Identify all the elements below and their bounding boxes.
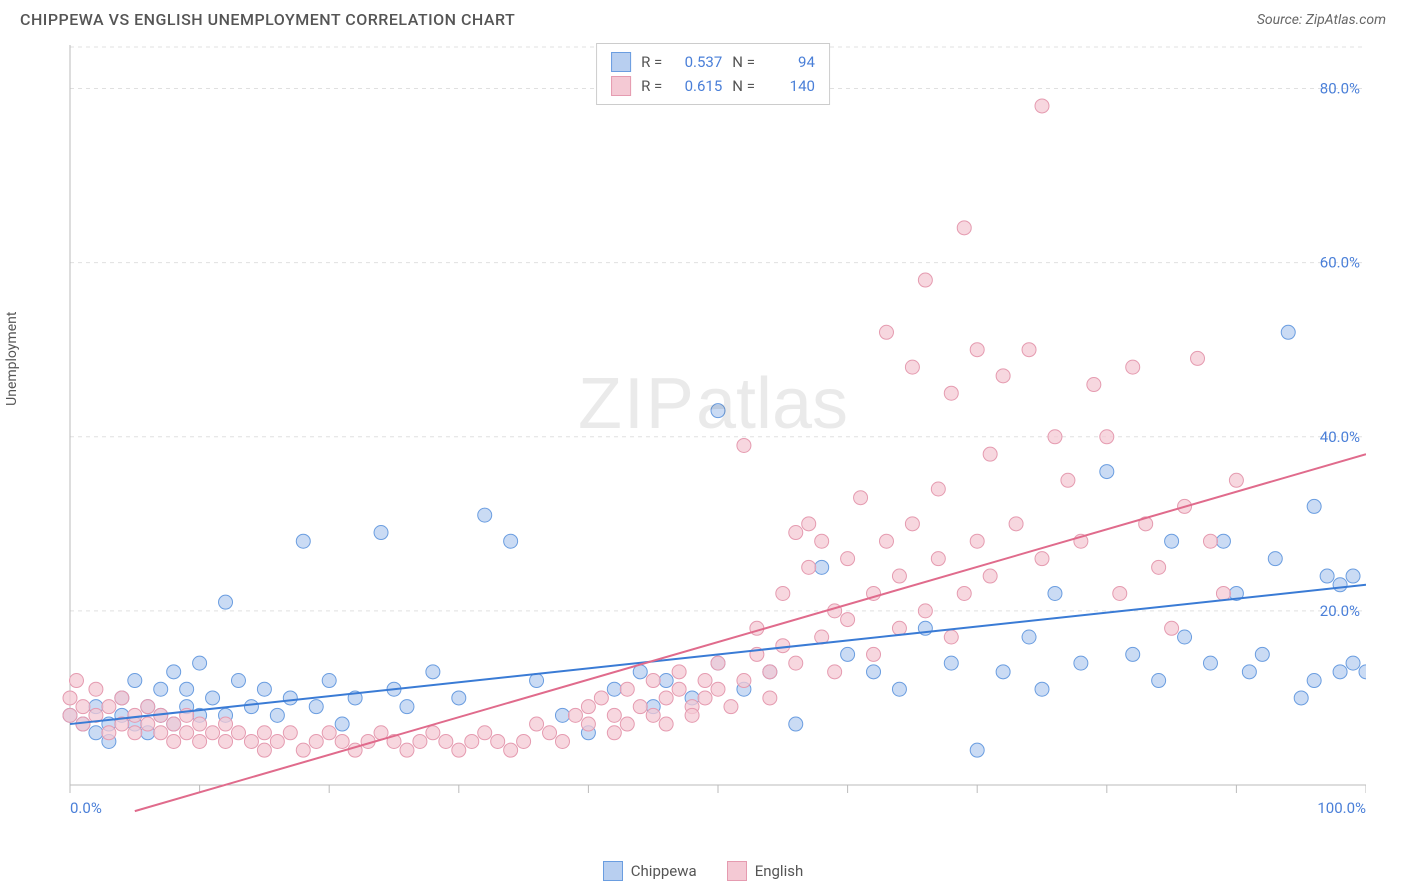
r-value-english: 0.615 xyxy=(672,74,722,98)
swatch-chippewa xyxy=(611,52,631,72)
y-axis-label: Unemployment xyxy=(4,312,20,406)
n-value-chippewa: 94 xyxy=(765,50,815,74)
svg-text:60.0%: 60.0% xyxy=(1320,254,1360,272)
chart-container: Unemployment 0.0%100.0%20.0%40.0%60.0%80… xyxy=(40,35,1386,855)
legend-item-chippewa: Chippewa xyxy=(603,861,697,881)
n-label: N = xyxy=(732,74,755,98)
legend-item-english: English xyxy=(727,861,804,881)
svg-text:20.0%: 20.0% xyxy=(1320,602,1360,620)
legend-label-chippewa: Chippewa xyxy=(631,862,697,880)
stats-row-english: R = 0.615 N = 140 xyxy=(611,74,815,98)
r-label: R = xyxy=(641,74,662,98)
n-value-english: 140 xyxy=(765,74,815,98)
stats-legend-box: R = 0.537 N = 94 R = 0.615 N = 140 xyxy=(596,43,830,105)
swatch-english-footer xyxy=(727,861,747,881)
n-label: N = xyxy=(732,50,755,74)
r-label: R = xyxy=(641,50,662,74)
swatch-chippewa-footer xyxy=(603,861,623,881)
swatch-english xyxy=(611,76,631,96)
chart-title: CHIPPEWA VS ENGLISH UNEMPLOYMENT CORRELA… xyxy=(20,10,515,29)
svg-text:0.0%: 0.0% xyxy=(70,799,102,817)
svg-text:100.0%: 100.0% xyxy=(1317,799,1366,817)
stats-row-chippewa: R = 0.537 N = 94 xyxy=(611,50,815,74)
source-attribution: Source: ZipAtlas.com xyxy=(1257,12,1386,28)
r-value-chippewa: 0.537 xyxy=(672,50,722,74)
svg-text:40.0%: 40.0% xyxy=(1320,428,1360,446)
legend-label-english: English xyxy=(755,862,804,880)
svg-text:80.0%: 80.0% xyxy=(1320,80,1360,98)
scatter-chart: 0.0% 100.0% 20.0% 40.0% 60.0% 80.0% xyxy=(40,35,1366,855)
footer-legend: Chippewa English xyxy=(0,855,1406,881)
